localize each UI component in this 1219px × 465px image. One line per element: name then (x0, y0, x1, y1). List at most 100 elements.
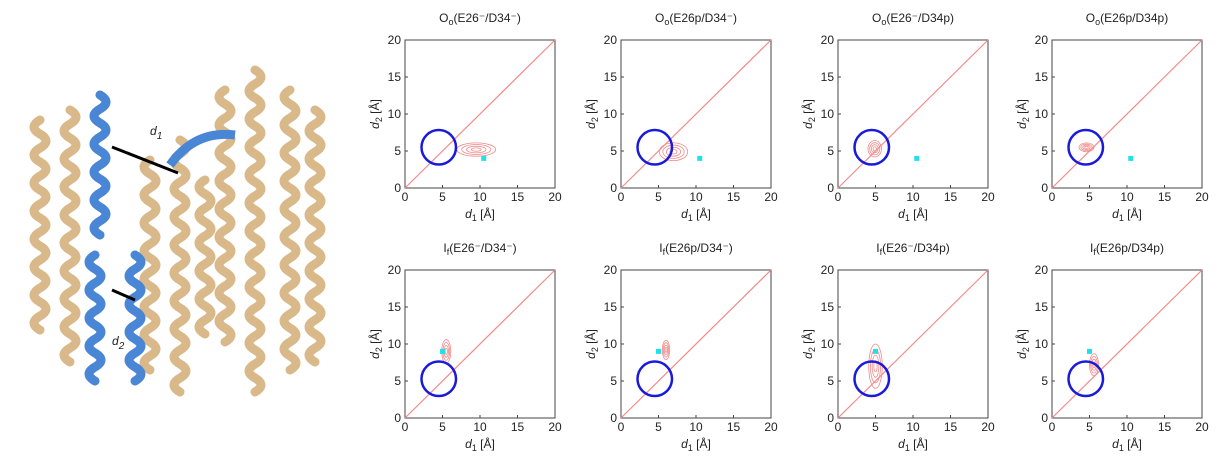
label-part: 2 (590, 347, 600, 352)
x-tick-label: 10 (473, 190, 487, 204)
label-var: d (150, 124, 157, 138)
y-tick-label: 20 (388, 33, 402, 47)
y-tick-label: 10 (821, 337, 835, 351)
label-part: [Å] (477, 436, 495, 451)
x-tick-label: 5 (439, 420, 446, 434)
x-tick-label: 15 (727, 190, 741, 204)
label-part: O (872, 11, 881, 25)
label-part: [Å] (583, 99, 598, 117)
label-part: o (1095, 17, 1100, 27)
helix (29, 115, 51, 335)
helix (214, 85, 236, 347)
x-tick-label: 15 (1158, 420, 1172, 434)
region-circle (420, 360, 458, 398)
label-part: O (439, 11, 448, 25)
region-circle (420, 128, 458, 166)
label-part: I (659, 241, 662, 255)
arrow (111, 145, 179, 175)
reference-point (656, 348, 661, 354)
label-sub: 1 (157, 131, 163, 142)
y-tick-label: 10 (604, 337, 618, 351)
helix (84, 250, 106, 386)
y-axis-label: d2 [Å] (1014, 99, 1031, 129)
density-contour (658, 142, 689, 162)
x-tick-label: 10 (906, 420, 920, 434)
x-tick-label: 10 (689, 420, 703, 434)
label-part: [Å] (367, 99, 382, 117)
label-part: 2 (1021, 117, 1031, 122)
x-tick-label: 0 (835, 420, 842, 434)
y-tick-label: 20 (604, 263, 618, 277)
label-part: d (801, 352, 815, 359)
x-tick-label: 5 (872, 190, 879, 204)
panel-title: If(E26p/D34⁻) (659, 241, 733, 257)
x-tick-label: 10 (1120, 420, 1134, 434)
distance-label: d2 (112, 334, 125, 352)
x-tick-label: 20 (1195, 190, 1209, 204)
label-part: (E26⁻/D34p) (882, 241, 950, 255)
x-tick-label: 5 (655, 420, 662, 434)
label-part: I (443, 241, 446, 255)
reference-point (440, 348, 445, 354)
x-axis-label: d1 [Å] (898, 436, 928, 453)
panel-title: Oo(E26⁻/D34⁻) (439, 11, 521, 27)
x-tick-label: 10 (689, 190, 703, 204)
y-tick-label: 0 (827, 181, 834, 195)
panel-title: If(E26⁻/D34⁻) (443, 241, 516, 257)
diagonal (404, 269, 556, 419)
x-axis-label: d1 [Å] (465, 436, 495, 453)
reference-point (1128, 155, 1134, 161)
x-tick-label: 15 (944, 190, 958, 204)
helix (194, 175, 216, 339)
label-part: d (368, 352, 382, 359)
x-tick-label: 0 (618, 420, 625, 434)
label-part: [Å] (367, 329, 382, 347)
density-contour (872, 146, 877, 152)
label-part: f (1093, 247, 1096, 257)
label-part: d (898, 207, 905, 221)
helix (59, 105, 81, 367)
distance-label: d1 (150, 124, 162, 142)
density-contour (1082, 144, 1091, 150)
reference-point (1087, 348, 1092, 354)
density-contour (869, 142, 881, 156)
y-tick-label: 0 (394, 411, 401, 425)
reference-point (873, 348, 878, 354)
x-tick-label: 0 (402, 190, 409, 204)
density-contour (461, 144, 492, 155)
label-part: o (881, 17, 886, 27)
label-part: 1 (905, 443, 910, 453)
diagonal (620, 269, 772, 419)
label-part: 1 (688, 213, 693, 223)
density-contour (1078, 142, 1095, 153)
label-part: [Å] (1014, 329, 1029, 347)
panel-title: Oo(E26p/D34⁻) (655, 11, 737, 27)
y-tick-label: 10 (1035, 107, 1049, 121)
x-axis-label: d1 [Å] (465, 206, 495, 223)
label-part: d (1112, 437, 1119, 451)
region-circle (636, 128, 674, 166)
y-tick-label: 10 (821, 107, 835, 121)
label-part: 2 (374, 347, 384, 352)
y-tick-label: 0 (610, 181, 617, 195)
label-part: d (584, 122, 598, 129)
label-part: 2 (807, 117, 817, 122)
label-part: d (368, 122, 382, 129)
y-tick-label: 10 (388, 107, 402, 121)
y-tick-label: 15 (1035, 70, 1049, 84)
panel-title: Oo(E26p/D34p) (1086, 11, 1168, 27)
x-tick-label: 5 (1086, 420, 1093, 434)
x-tick-label: 20 (764, 420, 778, 434)
label-part: (E26p/D34⁻) (669, 11, 737, 25)
y-tick-label: 20 (1035, 263, 1049, 277)
y-tick-label: 20 (1035, 33, 1049, 47)
x-tick-label: 0 (1049, 420, 1056, 434)
density-contour (873, 360, 878, 373)
y-axis-label: d2 [Å] (583, 329, 600, 359)
density-contour (444, 348, 448, 355)
label-part: [Å] (1014, 99, 1029, 117)
density-contour (466, 145, 487, 154)
